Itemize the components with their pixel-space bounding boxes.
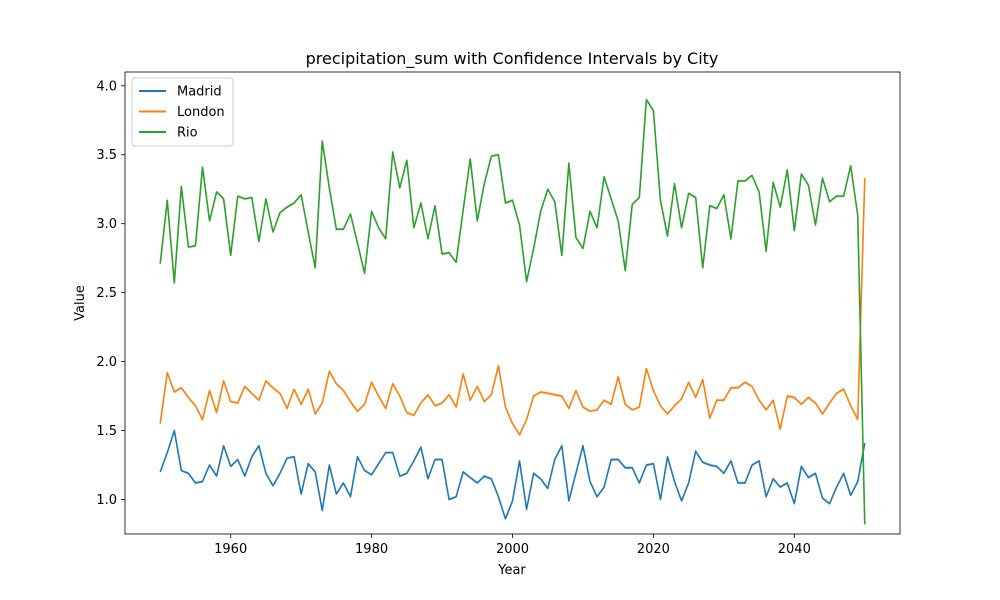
- x-tick-label: 1980: [355, 542, 388, 557]
- x-tick-label: 2000: [496, 542, 529, 557]
- legend-label-rio: Rio: [177, 126, 198, 141]
- y-axis-ticks: 1.0 1.5 2.0 2.5 3.0 3.5 4.0: [96, 79, 125, 508]
- series-line-london: [159, 178, 866, 436]
- series-band-london: [160, 176, 865, 437]
- legend-box: [131, 77, 234, 147]
- y-tick-label: 4.0: [96, 79, 117, 94]
- x-tick-label: 1960: [214, 542, 247, 557]
- series-line-rio: [159, 98, 866, 525]
- x-axis-title: Year: [497, 563, 526, 578]
- legend-label-madrid: Madrid: [177, 85, 222, 100]
- y-tick-label: 2.0: [96, 355, 117, 370]
- y-tick-label: 2.5: [96, 286, 117, 301]
- legend-label-london: London: [177, 105, 225, 120]
- y-tick-label: 3.5: [96, 148, 117, 163]
- x-axis-ticks: 1960 1980 2000 2020 2040: [214, 534, 811, 557]
- y-tick-label: 3.0: [96, 217, 117, 232]
- x-tick-label: 2040: [778, 542, 811, 557]
- legend: Madrid London Rio: [131, 77, 234, 147]
- x-tick-label: 2020: [637, 542, 670, 557]
- y-tick-label: 1.5: [96, 424, 117, 439]
- series-layer: [159, 98, 866, 526]
- series-line-madrid: [159, 429, 866, 520]
- chart-title: precipitation_sum with Confidence Interv…: [306, 49, 719, 69]
- y-axis-title: Value: [73, 285, 88, 321]
- y-tick-label: 1.0: [96, 493, 117, 508]
- plot-frame: [124, 71, 901, 535]
